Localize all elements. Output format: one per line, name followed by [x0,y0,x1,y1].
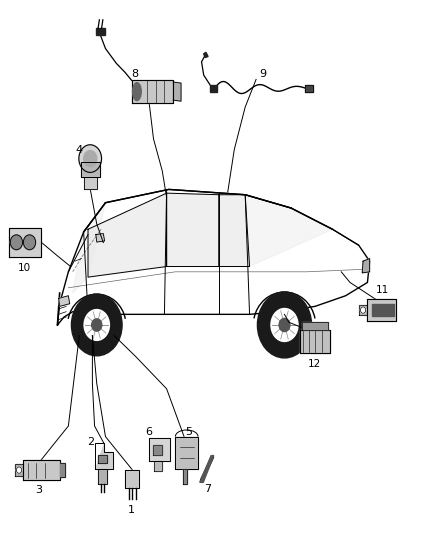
Polygon shape [372,304,394,317]
Circle shape [16,467,21,473]
Polygon shape [154,461,162,471]
Polygon shape [183,469,187,484]
Polygon shape [95,443,113,469]
Text: 9: 9 [259,69,266,79]
Text: 8: 8 [131,69,138,79]
Polygon shape [14,464,22,476]
Polygon shape [302,322,328,330]
Polygon shape [204,52,208,58]
Polygon shape [73,203,106,293]
Polygon shape [125,470,139,488]
Text: 11: 11 [376,286,389,295]
Text: 6: 6 [146,427,152,438]
Polygon shape [96,28,105,35]
Text: 3: 3 [35,485,42,495]
Polygon shape [166,193,219,266]
Polygon shape [96,233,105,242]
Circle shape [11,235,22,250]
Polygon shape [88,193,166,277]
Polygon shape [367,300,396,321]
Circle shape [23,235,35,250]
Text: 12: 12 [307,359,321,369]
Polygon shape [305,85,313,92]
Polygon shape [200,456,214,482]
Polygon shape [359,305,367,316]
Ellipse shape [84,151,97,166]
Polygon shape [210,85,217,92]
Circle shape [84,310,110,341]
Polygon shape [84,177,97,189]
Polygon shape [81,163,100,177]
Ellipse shape [79,145,102,172]
Circle shape [360,307,366,313]
Text: 4: 4 [76,144,83,155]
Circle shape [258,292,311,358]
Text: 10: 10 [18,263,31,272]
Circle shape [71,294,122,356]
Polygon shape [57,189,370,325]
Polygon shape [175,437,198,469]
Circle shape [279,318,290,332]
Polygon shape [245,195,332,266]
Circle shape [271,309,298,342]
Text: 1: 1 [128,505,135,515]
Polygon shape [98,455,107,463]
Polygon shape [132,80,173,103]
Text: 7: 7 [205,484,212,494]
Text: 2: 2 [87,437,94,447]
Polygon shape [22,460,60,480]
Polygon shape [300,330,330,353]
Circle shape [92,319,102,331]
Polygon shape [152,445,162,455]
Text: 5: 5 [185,427,192,438]
Ellipse shape [133,83,141,101]
Polygon shape [362,259,370,273]
Polygon shape [219,195,250,266]
Polygon shape [59,296,70,306]
Polygon shape [60,463,65,477]
Polygon shape [9,228,41,257]
Polygon shape [173,82,181,101]
Polygon shape [149,438,170,461]
Polygon shape [98,469,107,484]
